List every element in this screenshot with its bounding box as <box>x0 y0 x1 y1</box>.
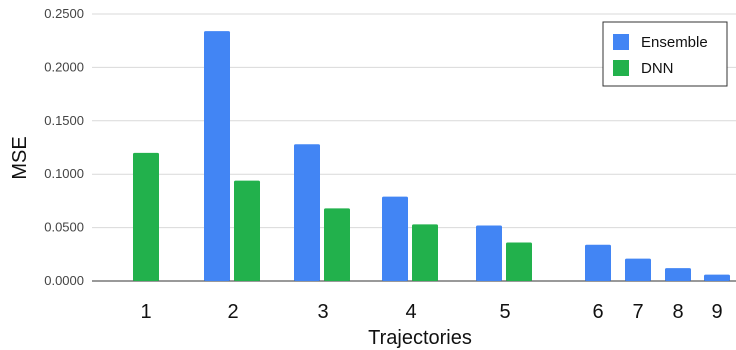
x-tick-label: 4 <box>405 301 416 323</box>
bar-ensemble-8 <box>665 268 691 281</box>
y-tick-label: 0.2000 <box>44 59 84 74</box>
bar-dnn-3 <box>324 208 350 281</box>
bars <box>133 31 730 282</box>
x-tick-label: 1 <box>140 301 151 323</box>
x-tick-label: 8 <box>672 301 683 323</box>
y-tick-label: 0.1000 <box>44 166 84 181</box>
bar-ensemble-9 <box>704 274 730 281</box>
bar-ensemble-6 <box>585 244 611 281</box>
legend: Ensemble DNN <box>602 21 728 87</box>
bar-ensemble-7 <box>625 258 651 281</box>
x-tick-label: 9 <box>711 301 722 323</box>
x-tick-label: 6 <box>592 301 603 323</box>
y-tick-label: 0.0500 <box>44 220 84 235</box>
bar-ensemble-5 <box>476 225 502 281</box>
bar-dnn-4 <box>412 224 438 281</box>
x-tick-label: 5 <box>499 301 510 323</box>
y-tick-label: 0.1500 <box>44 113 84 128</box>
y-tick-label: 0.2500 <box>44 6 84 21</box>
legend-swatch-dnn <box>613 60 629 76</box>
bar-ensemble-2 <box>204 31 230 282</box>
y-axis-ticks: 0.0000 0.0500 0.1000 0.1500 0.2000 0.2500 <box>44 6 84 288</box>
bar-dnn-1 <box>133 152 159 281</box>
bar-ensemble-4 <box>382 196 408 281</box>
x-tick-label: 7 <box>632 301 643 323</box>
y-axis-label: MSE <box>9 136 31 179</box>
x-axis-ticks: 1 2 3 4 5 6 7 8 9 <box>140 301 722 323</box>
bar-ensemble-3 <box>294 144 320 281</box>
x-axis-label: Trajectories <box>368 327 472 349</box>
bar-dnn-5 <box>506 242 532 281</box>
x-tick-label: 3 <box>317 301 328 323</box>
x-tick-label: 2 <box>227 301 238 323</box>
bar-dnn-2 <box>234 180 260 281</box>
legend-swatch-ensemble <box>613 34 629 50</box>
legend-label-ensemble: Ensemble <box>641 34 708 51</box>
legend-label-dnn: DNN <box>641 60 674 77</box>
y-tick-label: 0.0000 <box>44 273 84 288</box>
